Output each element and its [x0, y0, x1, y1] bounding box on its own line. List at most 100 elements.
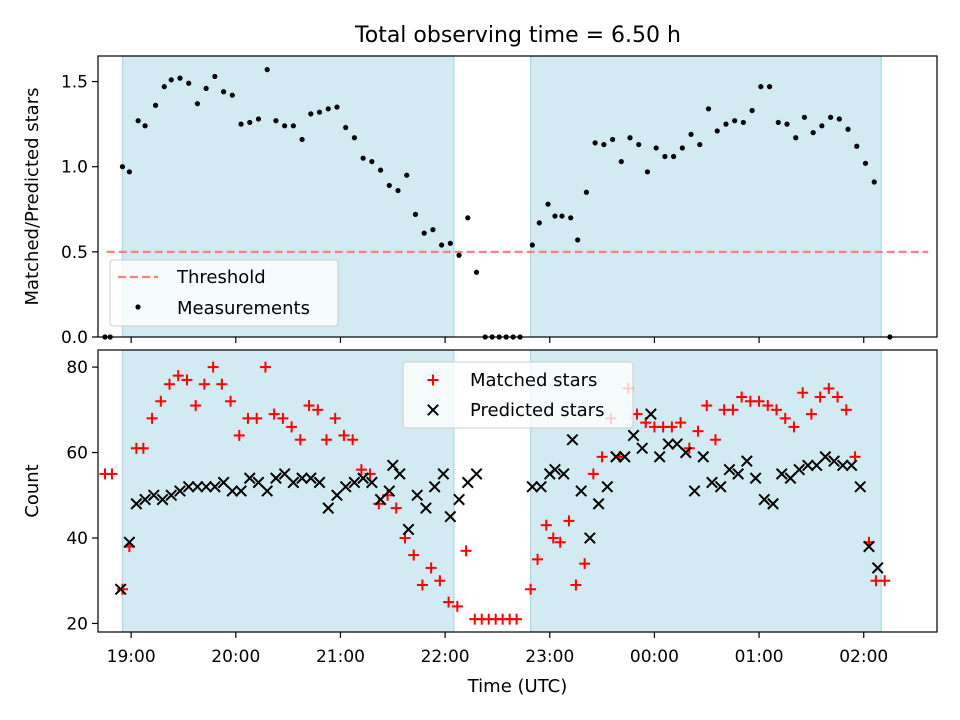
matched-star-point	[709, 434, 721, 446]
predicted-star-point	[165, 489, 178, 502]
matched-star-point	[233, 429, 245, 441]
measurement-point	[679, 145, 685, 151]
matched-star-point	[198, 378, 210, 390]
predicted-star-point	[592, 497, 605, 510]
measurement-point	[749, 107, 755, 114]
threshold-legend-label: Threshold	[176, 267, 266, 288]
measurement-point	[827, 114, 834, 120]
matched-star-point	[736, 391, 748, 403]
measurement-point	[369, 158, 375, 165]
x-tick-label: 00:00	[630, 647, 679, 667]
measurement-point	[194, 101, 201, 107]
predicted-star-point	[348, 476, 361, 489]
matched-star-point	[879, 575, 891, 587]
measurement-point	[662, 153, 668, 160]
matched-star-point	[207, 361, 219, 373]
predicted-star-point	[174, 485, 186, 497]
measurement-point	[644, 169, 651, 175]
matched-legend-marker	[427, 374, 439, 386]
matched-star-point	[251, 412, 263, 424]
count-y-ticks: 20 40 60 80	[66, 358, 98, 634]
matched-star-point	[277, 412, 289, 424]
measurement-point	[793, 135, 799, 141]
predicted-legend-marker	[427, 404, 439, 416]
y-tick-label: 40	[66, 529, 88, 549]
predicted-star-point	[575, 485, 588, 497]
predicted-star-point	[444, 510, 457, 523]
predicted-star-point	[566, 433, 579, 446]
measurement-point	[688, 131, 694, 137]
matched-star-point	[460, 545, 472, 557]
matched-star-point	[408, 549, 420, 561]
predicted-star-point	[191, 480, 204, 493]
predicted-star-point	[313, 476, 326, 489]
predicted-star-point	[836, 459, 849, 472]
predicted-star-point	[871, 562, 884, 574]
measurement-points	[102, 67, 893, 340]
matched-star-point	[286, 421, 298, 433]
matched-star-point	[294, 434, 306, 446]
predicted-star-point	[854, 480, 867, 493]
y-tick-label: 60	[66, 444, 88, 464]
count-x-ticks: 19:00 20:00 21:00 22:00 23:00 00:00 01:00 02:00	[107, 632, 888, 667]
predicted-star-point	[322, 502, 335, 514]
measurement-point	[351, 135, 358, 141]
matched-star-point	[570, 579, 582, 591]
predicted-star-point	[139, 493, 152, 506]
predicted-star-point	[386, 459, 399, 472]
measurement-point	[583, 189, 589, 195]
predicted-star-point	[828, 455, 840, 467]
predicted-star-point	[767, 497, 779, 510]
predicted-star-point	[287, 476, 300, 489]
predicted-star-point	[653, 450, 666, 463]
predicted-star-point	[147, 489, 160, 502]
measurement-point	[273, 118, 279, 124]
y-tick-label: 20	[66, 614, 88, 634]
ratio-y-axis-label: Matched/Predicted stars	[22, 88, 43, 306]
measurement-point	[186, 80, 192, 86]
matched-star-point	[303, 400, 315, 412]
ratio-legend: Threshold Measurements	[109, 259, 339, 327]
predicted-star-point	[393, 468, 406, 480]
matched-star-point	[596, 451, 608, 463]
matched-star-point	[525, 583, 537, 595]
matched-star-point	[547, 532, 559, 544]
predicted-star-point	[679, 446, 692, 459]
matched-star-point	[155, 395, 167, 407]
measurements-legend-label: Measurements	[177, 298, 310, 319]
matched-star-point	[540, 519, 552, 531]
y-tick-label: 1.5	[61, 73, 88, 93]
matched-star-point	[443, 596, 455, 608]
matched-star-point	[137, 442, 149, 454]
predicted-stars-points	[114, 408, 884, 596]
measurement-point	[135, 118, 141, 124]
measurement-point	[601, 141, 607, 148]
measurement-point	[845, 126, 851, 132]
predicted-star-point	[243, 472, 256, 485]
predicted-star-point	[802, 459, 814, 472]
count-legend: Matched stars Predicted stars	[402, 361, 634, 429]
predicted-star-point	[200, 480, 213, 493]
matched-star-point	[692, 425, 704, 437]
measurement-point	[740, 119, 746, 126]
predicted-star-point	[420, 502, 432, 514]
matched-star-point	[814, 391, 826, 403]
matched-star-point	[579, 558, 591, 570]
measurement-point	[653, 145, 659, 151]
predicted-star-point	[383, 485, 396, 497]
measurement-point	[723, 121, 729, 127]
measurement-point	[325, 106, 331, 112]
predicted-star-point	[714, 480, 727, 493]
matched-star-point	[259, 361, 271, 373]
measurement-point	[732, 118, 738, 124]
matched-star-point	[106, 468, 118, 480]
measurement-point	[161, 84, 167, 90]
measurement-point	[119, 164, 126, 170]
measurement-point	[775, 119, 781, 126]
predicted-star-point	[453, 493, 465, 506]
predicted-star-point	[208, 480, 221, 493]
matched-star-point	[727, 404, 739, 416]
matched-star-point	[190, 400, 202, 412]
matched-star-point	[225, 395, 237, 407]
